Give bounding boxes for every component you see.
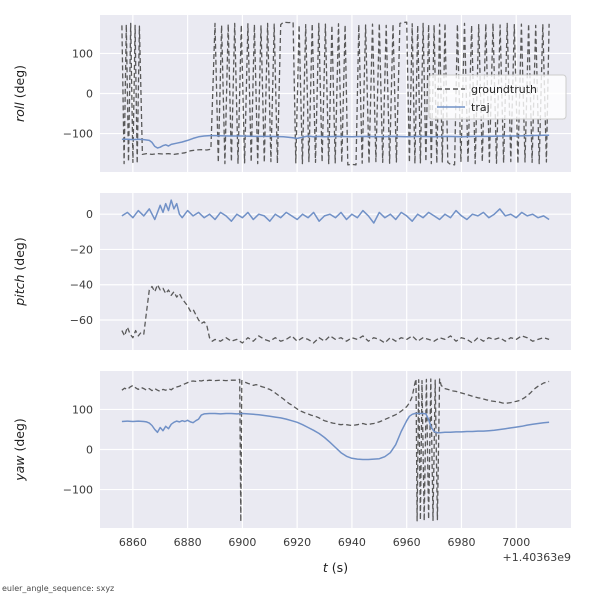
roll-subplot: −100 0 100 roll (deg) groundtruth traj	[12, 15, 571, 172]
pitch-y-tick-label: −40	[70, 279, 93, 292]
x-tick-label: 6880	[174, 536, 202, 549]
yaw-axis-label: yaw (deg)	[12, 418, 27, 482]
roll-axis-label: roll (deg)	[12, 65, 27, 122]
yaw-traj-line	[121, 412, 550, 461]
legend-label-groundtruth: groundtruth	[471, 83, 537, 96]
pitch-panel	[100, 193, 571, 350]
roll-traj-line	[121, 134, 550, 149]
x-tick-label: 6860	[119, 536, 147, 549]
x-tick-label: 7000	[502, 536, 530, 549]
pitch-y-tick-label: 0	[86, 208, 93, 221]
yaw-subplot: −100 0 100 yaw (deg)	[12, 371, 571, 528]
pitch-y-tick-label: −60	[70, 314, 93, 327]
roll-y-tick-label: −100	[63, 128, 93, 141]
x-tick-label: 6960	[393, 536, 421, 549]
roll-y-tick-label: 0	[86, 88, 93, 101]
legend: groundtruth traj	[428, 74, 567, 120]
pitch-y-tick-label: −20	[70, 243, 93, 256]
yaw-y-tick-label: −100	[63, 484, 93, 497]
pitch-groundtruth-line	[121, 284, 550, 344]
yaw-y-tick-label: 100	[72, 403, 93, 416]
pitch-traj-line	[121, 199, 550, 224]
pitch-axis-label: pitch (deg)	[12, 237, 27, 306]
x-tick-label: 6980	[447, 536, 475, 549]
legend-box	[428, 74, 567, 120]
yaw-groundtruth-line	[121, 378, 550, 523]
x-tick-label: 6940	[338, 536, 366, 549]
x-tick-label: 6920	[283, 536, 311, 549]
footnote: euler_angle_sequence: sxyz	[2, 584, 115, 593]
x-tick-label: 6900	[228, 536, 256, 549]
x-axis-label: t (s)	[323, 560, 348, 575]
legend-label-traj: traj	[471, 101, 490, 114]
x-offset-text: +1.40363e9	[503, 551, 571, 564]
pitch-subplot: 0 −20 −40 −60 pitch (deg)	[12, 193, 571, 350]
roll-y-tick-label: 100	[72, 47, 93, 60]
yaw-y-tick-label: 0	[86, 444, 93, 457]
